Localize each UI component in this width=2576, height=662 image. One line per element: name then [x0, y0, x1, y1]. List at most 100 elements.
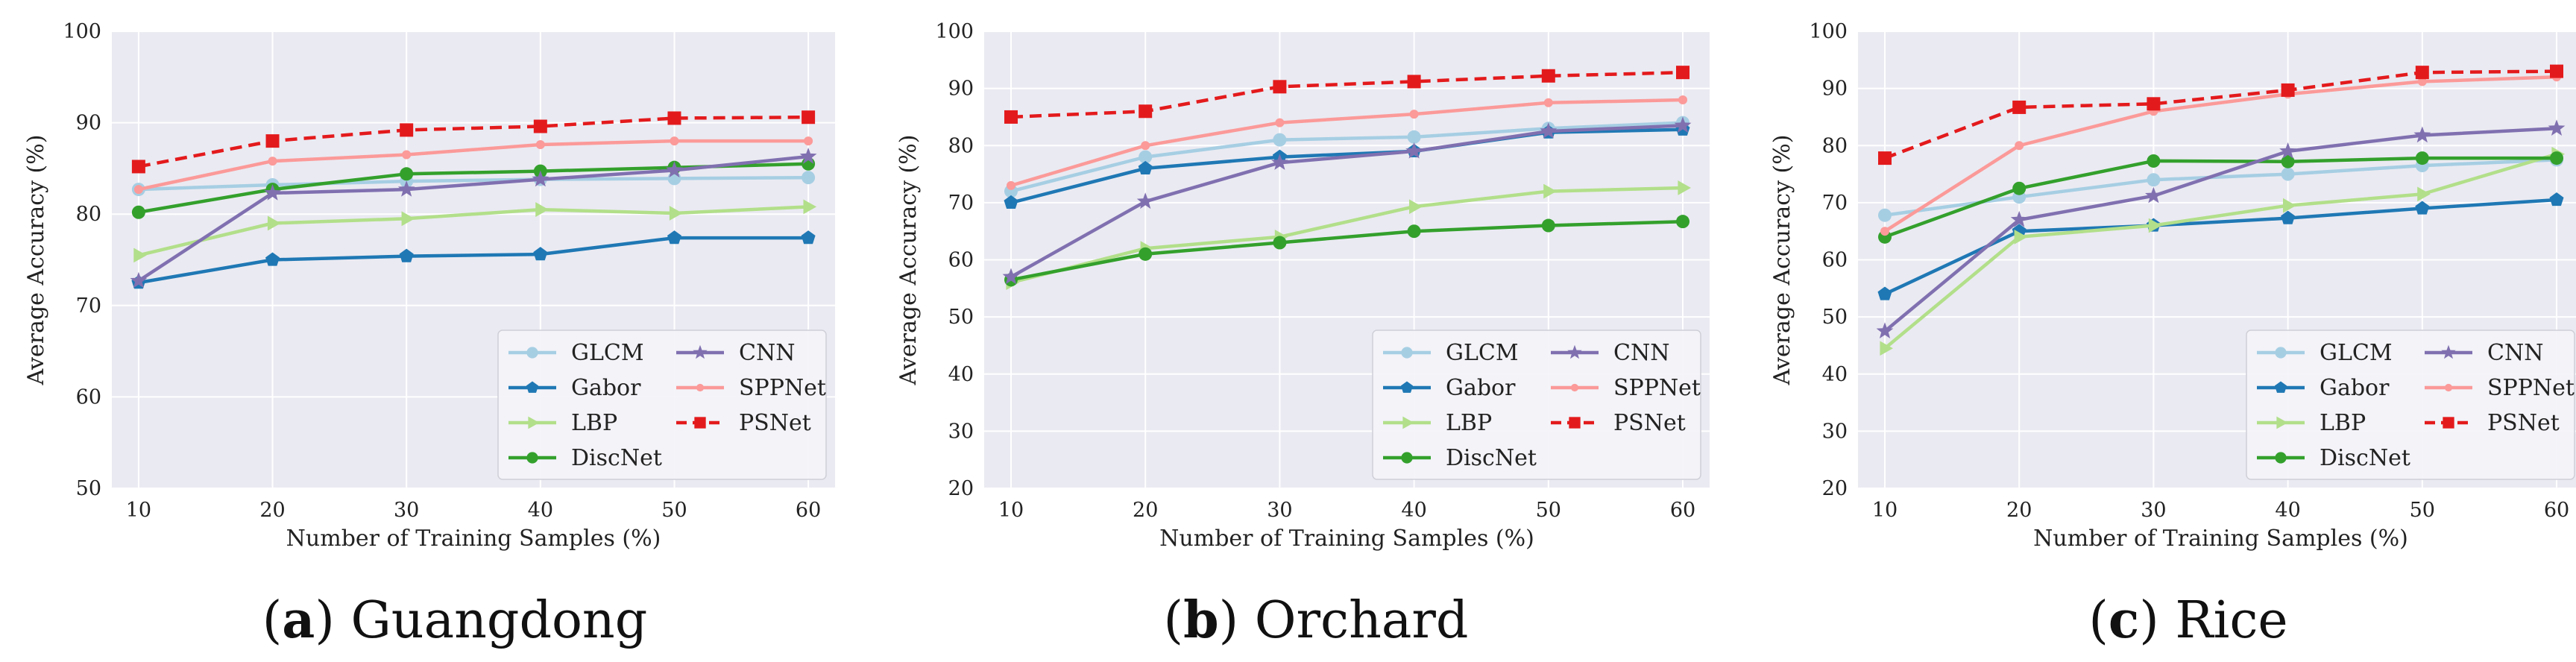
series-sppnet — [133, 136, 813, 195]
data-point-sppnet — [535, 140, 545, 150]
legend-label: LBP — [2320, 410, 2366, 436]
data-point-gabor — [667, 230, 681, 245]
legend-entry-discnet: DiscNet — [508, 445, 662, 471]
x-tick-label: 50 — [2410, 499, 2435, 522]
data-point-lbp — [803, 199, 817, 215]
data-point-psnet — [131, 160, 145, 174]
legend-label: SPPNet — [739, 375, 826, 401]
data-point-cnn — [1876, 322, 1894, 338]
data-point-cnn — [1136, 192, 1154, 209]
data-point-gabor — [801, 230, 816, 245]
legend-entry-lbp: LBP — [2257, 410, 2366, 436]
series-line-psnet — [1010, 70, 1684, 119]
data-point-psnet — [1675, 66, 1689, 80]
legend-marker — [1400, 381, 1414, 393]
legend-entry-sppnet: SPPNet — [1551, 375, 1701, 401]
legend-entry-glcm: GLCM — [508, 340, 644, 366]
x-tick-label: 20 — [1133, 499, 1158, 522]
series-gabor — [131, 230, 816, 289]
data-point-sppnet — [133, 185, 143, 195]
legend-marker — [1401, 347, 1413, 359]
data-point-lbp — [2014, 229, 2028, 245]
legend-entry-lbp: LBP — [508, 410, 617, 436]
data-point-gabor — [2281, 210, 2296, 224]
data-point-cnn — [1002, 268, 1020, 285]
y-tick-label: 70 — [1822, 192, 1848, 215]
legend-entry-glcm: GLCM — [1383, 340, 1519, 366]
y-tick-label: 100 — [1809, 20, 1848, 43]
x-tick-label: 60 — [1670, 499, 1695, 522]
legend-marker — [694, 417, 706, 429]
data-point-psnet — [802, 110, 816, 124]
x-tick-label: 10 — [1872, 499, 1898, 522]
legend-label: GLCM — [2320, 340, 2393, 366]
legend-label: CNN — [2487, 340, 2543, 366]
series-line-psnet — [1884, 69, 2557, 160]
data-point-lbp — [1678, 180, 1691, 195]
legend-entry-glcm: GLCM — [2257, 340, 2393, 366]
data-point-gabor — [265, 252, 280, 266]
data-point-discnet — [1139, 247, 1153, 261]
x-tick-label: 40 — [528, 499, 553, 522]
y-tick-label: 70 — [76, 294, 101, 318]
series-line-sppnet — [1883, 75, 2557, 233]
y-tick-label: 40 — [948, 363, 974, 386]
legend-entry-cnn: CNN — [676, 340, 795, 366]
data-point-cnn — [2145, 186, 2162, 204]
data-point-lbp — [401, 211, 415, 227]
x-tick-label: 20 — [2006, 499, 2032, 522]
data-point-sppnet — [1007, 180, 1016, 190]
legend-marker — [693, 344, 708, 359]
legend-label: Gabor — [2320, 375, 2390, 401]
series-cnn — [1876, 119, 2566, 338]
legend-label: CNN — [1613, 340, 1669, 366]
legend-label: LBP — [1446, 410, 1492, 436]
legend-box — [497, 330, 827, 480]
data-point-discnet — [2147, 154, 2161, 168]
data-point-psnet — [1004, 110, 1018, 124]
series-line-cnn — [1010, 124, 1684, 279]
data-point-lbp — [1880, 341, 1894, 356]
legend-entry-discnet: DiscNet — [1383, 445, 1537, 471]
series-gabor — [1877, 192, 2564, 300]
data-point-psnet — [1541, 69, 1555, 83]
data-point-psnet — [667, 111, 681, 125]
data-point-gabor — [399, 248, 414, 262]
data-point-discnet — [131, 205, 145, 219]
legend-marker — [696, 383, 705, 392]
y-tick-label: 30 — [948, 420, 974, 443]
series-cnn — [1002, 116, 1692, 285]
data-point-glcm — [1407, 130, 1421, 144]
data-point-sppnet — [1275, 118, 1285, 127]
data-point-psnet — [533, 119, 547, 133]
legend-entry-sppnet: SPPNet — [676, 375, 826, 401]
x-tick-label: 60 — [796, 499, 821, 522]
legend-marker — [1401, 452, 1413, 464]
series-line-psnet — [138, 115, 809, 168]
data-point-cnn — [2548, 119, 2566, 136]
series-line-discnet — [1884, 156, 2557, 239]
data-point-lbp — [2282, 198, 2296, 213]
data-point-cnn — [264, 184, 281, 201]
series-psnet — [131, 110, 816, 174]
y-tick-label: 80 — [76, 203, 101, 226]
panel-caption: (c) Rice — [2088, 590, 2287, 650]
data-point-discnet — [2415, 151, 2429, 166]
data-point-lbp — [1408, 199, 1423, 215]
data-point-gabor — [2415, 201, 2430, 215]
data-point-psnet — [1878, 151, 1892, 166]
legend-marker — [2443, 417, 2454, 429]
series-lbp — [133, 199, 817, 263]
panel-caption: (a) Guangdong — [262, 590, 648, 650]
data-point-cnn — [1674, 116, 1692, 133]
legend-label: SPPNet — [1613, 375, 1701, 401]
chart-panel-orchard: 20 30 40 50 60 70 80 90 100 10 20 30 40 50 60 Number of… — [895, 20, 1710, 650]
data-point-psnet — [2549, 64, 2563, 78]
y-tick-label: 30 — [1822, 420, 1848, 443]
y-axis-label: Average Accuracy (%) — [895, 135, 922, 386]
data-point-glcm — [1878, 208, 1892, 222]
legend: GLCM Gabor LBP DiscNet CNN SPPNet PSNet — [497, 330, 827, 480]
series-line-discnet — [1010, 219, 1684, 282]
legend-marker — [1569, 417, 1581, 429]
y-tick-label: 20 — [1822, 477, 1848, 500]
